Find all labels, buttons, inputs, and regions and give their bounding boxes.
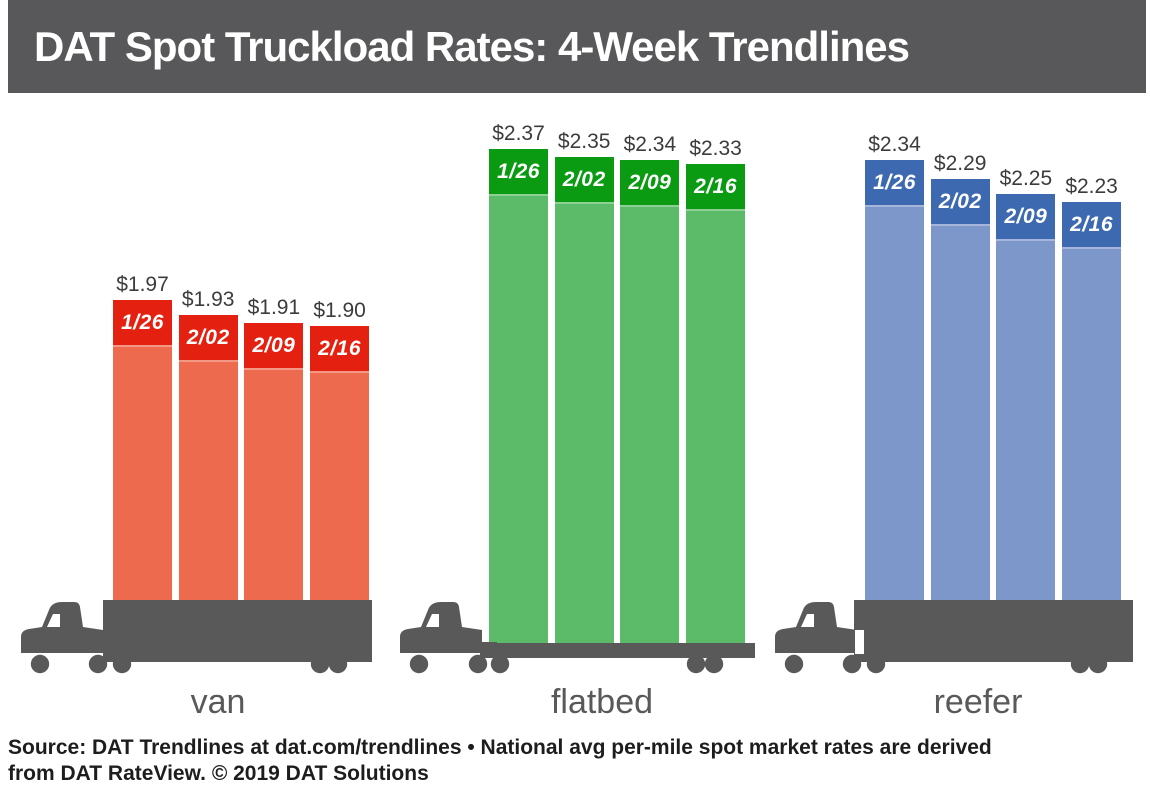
bar-reefer-2/09: 2/09 bbox=[996, 194, 1056, 648]
bar-reefer-2/02: 2/02 bbox=[930, 179, 990, 648]
bar-flatbed-2/02: 2/02 bbox=[554, 157, 614, 648]
date-label: 2/16 bbox=[1070, 212, 1114, 236]
bar-cap: 2/09 bbox=[620, 160, 680, 205]
group-label-flatbed: flatbed bbox=[550, 683, 654, 721]
group-label-van: van bbox=[190, 683, 246, 721]
bar-cap: 2/02 bbox=[930, 179, 990, 224]
bar-van-2/09: 2/09 bbox=[244, 323, 304, 648]
bar-flatbed-2/09: 2/09 bbox=[620, 160, 680, 648]
bar-van-1/26: 1/26 bbox=[113, 300, 172, 648]
bar-cap: 2/16 bbox=[310, 326, 370, 371]
semi-truck-reefer-icon bbox=[770, 592, 1135, 680]
value-label: $2.25 bbox=[999, 167, 1053, 190]
bar-cap: 1/26 bbox=[489, 149, 548, 194]
value-label: $1.93 bbox=[181, 288, 235, 311]
bar-reefer-1/26: 1/26 bbox=[865, 160, 924, 648]
value-label: $2.23 bbox=[1065, 175, 1118, 198]
value-label: $2.34 bbox=[868, 133, 921, 156]
date-label: 1/26 bbox=[873, 170, 916, 194]
date-label: 2/02 bbox=[186, 325, 230, 349]
source-note: Source: DAT Trendlines at dat.com/trendl… bbox=[8, 735, 1138, 787]
bar-cap: 1/26 bbox=[113, 300, 172, 345]
value-label: $2.29 bbox=[933, 152, 987, 175]
source-line-1: Source: DAT Trendlines at dat.com/trendl… bbox=[8, 736, 992, 759]
bar-cap: 2/16 bbox=[686, 164, 746, 209]
value-label: $1.97 bbox=[116, 273, 169, 296]
chart-title: DAT Spot Truckload Rates: 4-Week Trendli… bbox=[34, 22, 910, 70]
bar-flatbed-2/16: 2/16 bbox=[686, 164, 746, 648]
bar-reefer-2/16: 2/16 bbox=[1062, 202, 1122, 648]
semi-truck-flatbed-icon bbox=[395, 592, 760, 680]
semi-truck-van-icon bbox=[16, 592, 381, 680]
date-label: 2/16 bbox=[694, 174, 738, 198]
date-label: 2/02 bbox=[562, 167, 606, 191]
bar-cap: 1/26 bbox=[865, 160, 924, 205]
date-label: 1/26 bbox=[497, 159, 540, 183]
bar-cap: 2/09 bbox=[996, 194, 1056, 239]
value-label: $2.35 bbox=[557, 130, 611, 153]
value-label: $2.34 bbox=[623, 133, 677, 156]
value-label: $2.37 bbox=[492, 122, 545, 145]
date-label: 2/02 bbox=[938, 189, 982, 213]
bar-cap: 2/09 bbox=[244, 323, 304, 368]
date-label: 1/26 bbox=[121, 310, 164, 334]
bar-cap: 2/16 bbox=[1062, 202, 1122, 247]
date-label: 2/09 bbox=[628, 170, 672, 194]
source-line-2: from DAT RateView. © 2019 DAT Solutions bbox=[8, 762, 429, 785]
bar-cap: 2/02 bbox=[554, 157, 614, 202]
value-label: $2.33 bbox=[689, 137, 742, 160]
date-label: 2/16 bbox=[318, 336, 362, 360]
bar-van-2/02: 2/02 bbox=[178, 315, 238, 648]
value-label: $1.90 bbox=[313, 299, 366, 322]
bar-flatbed-1/26: 1/26 bbox=[489, 149, 548, 648]
date-label: 2/09 bbox=[1004, 204, 1048, 228]
bar-cap: 2/02 bbox=[178, 315, 238, 360]
bar-van-2/16: 2/16 bbox=[310, 326, 370, 648]
title-bar: DAT Spot Truckload Rates: 4-Week Trendli… bbox=[8, 0, 1146, 93]
value-label: $1.91 bbox=[247, 296, 301, 319]
date-label: 2/09 bbox=[252, 333, 296, 357]
group-label-reefer: reefer bbox=[933, 683, 1023, 721]
